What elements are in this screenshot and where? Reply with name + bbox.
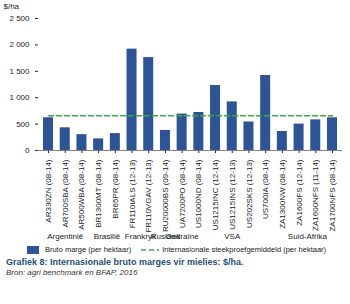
- svg-text:ZA1700NFS (08-14): ZA1700NFS (08-14): [328, 159, 337, 231]
- svg-text:FR110IALS (12-13): FR110IALS (12-13): [128, 159, 137, 228]
- svg-text:AR700SBA (08-14): AR700SBA (08-14): [61, 159, 70, 227]
- svg-text:AR330ZN (08-14): AR330ZN (08-14): [44, 159, 53, 222]
- svg-text:US1215INC (12-14): US1215INC (12-14): [211, 159, 220, 230]
- svg-text:FR110VGAV (12-13): FR110VGAV (12-13): [144, 159, 153, 232]
- svg-text:US202SKS (12-13): US202SKS (12-13): [245, 159, 254, 228]
- svg-text:Suid-Afrika: Suid-Afrika: [288, 232, 328, 241]
- svg-text:ZA1300NW (08-14): ZA1300NW (08-14): [278, 159, 287, 229]
- svg-text:2 500: 2 500: [9, 14, 30, 23]
- svg-text:1 500: 1 500: [9, 67, 30, 76]
- svg-text:Argentinië: Argentinië: [47, 232, 84, 241]
- svg-text:2 000: 2 000: [9, 40, 30, 49]
- svg-text:RU20000BS (09-14): RU20000BS (09-14): [161, 159, 170, 232]
- svg-text:Oekraïne: Oekraïne: [166, 232, 199, 241]
- html-text:Bron: agri benchmark en BFAP,: Bron: agri benchmark en BFAP, 2016: [6, 268, 138, 277]
- svg-text:Frankryk: Frankryk: [124, 232, 156, 242]
- svg-text:BR65PR (08-14): BR65PR (08-14): [111, 159, 120, 218]
- svg-text:AR500WBA (08-14): AR500WBA (08-14): [77, 159, 86, 230]
- svg-text:Brasilië: Brasilië: [94, 232, 121, 241]
- svg-text:ZA1600FS (12-14): ZA1600FS (12-14): [295, 159, 304, 226]
- svg-text:US1215INS (12-13): US1215INS (12-13): [228, 159, 237, 230]
- svg-text:US1000ND (08-14): US1000ND (08-14): [194, 159, 203, 228]
- svg-text:VSA: VSA: [224, 232, 241, 241]
- svg-text:1 000: 1 000: [9, 93, 30, 102]
- svg-text:US700IA (08-14): US700IA (08-14): [261, 159, 270, 219]
- svg-text:UA7200PO (08-14): UA7200PO (08-14): [178, 159, 187, 228]
- html-text:Grafiek 8: Internasionale brut: Grafiek 8: Internasionale bruto marges v…: [6, 257, 244, 267]
- svg-text:BR1300MT (08-14): BR1300MT (08-14): [94, 159, 103, 228]
- svg-text:0: 0: [25, 146, 30, 155]
- html-text:Internasionale steekproefgemid: Internasionale steekproefgemiddeld (per …: [162, 245, 327, 254]
- svg-text:500: 500: [16, 120, 30, 129]
- svg-text:ZA1600NFS (11-14): ZA1600NFS (11-14): [311, 159, 320, 231]
- html-text:Bruto marge (per hektaar): Bruto marge (per hektaar): [44, 245, 132, 254]
- svg-text:$/ha: $/ha: [4, 2, 20, 11]
